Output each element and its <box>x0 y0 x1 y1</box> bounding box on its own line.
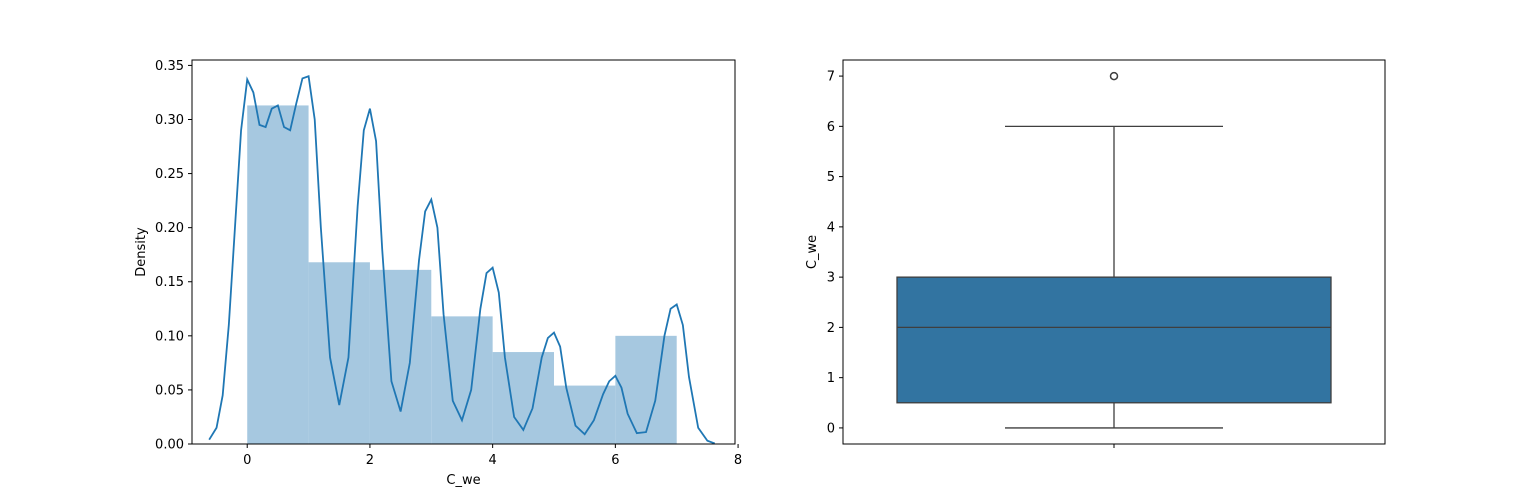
histogram-y-tick-label: 0.25 <box>155 167 184 182</box>
histogram-bar-1 <box>308 262 370 444</box>
histogram-bar-3 <box>431 316 493 444</box>
boxplot-box <box>896 276 1332 404</box>
boxplot-y-tick-label: 1 <box>827 371 835 386</box>
histogram-x-tick-label: 6 <box>611 453 619 468</box>
boxplot-y-tick-label: 7 <box>827 70 835 85</box>
histogram-panel: 0 2 4 6 8 0.00 0.05 0.10 0.15 0.20 0.25 0.30 0.35 C… <box>134 59 742 488</box>
histogram-bar-0 <box>247 105 309 445</box>
histogram-x-tick-label: 0 <box>243 453 251 468</box>
boxplot-y-tick-label: 3 <box>827 271 835 286</box>
boxplot-y-tick-label: 5 <box>827 170 835 185</box>
histogram-y-tick-label: 0.35 <box>155 59 184 74</box>
histogram-y-tick-label: 0.00 <box>155 438 184 453</box>
boxplot-panel: 0 1 2 3 4 5 6 7 C_we <box>805 59 1386 448</box>
histogram-y-tick-label: 0.30 <box>155 113 184 128</box>
boxplot-y-tick-label: 0 <box>827 421 835 436</box>
histogram-bar-2 <box>369 269 432 444</box>
histogram-y-tick-label: 0.20 <box>155 221 184 236</box>
boxplot-outlier-point <box>1109 71 1119 81</box>
histogram-y-tick-label: 0.15 <box>155 275 184 290</box>
boxplot-y-axis-label: C_we <box>805 235 820 269</box>
histogram-axes-frame <box>191 59 736 445</box>
boxplot-y-tick-label: 2 <box>827 321 835 336</box>
boxplot <box>896 71 1332 429</box>
histogram-x-tick-label: 2 <box>366 453 374 468</box>
histogram-bar-6 <box>615 335 677 444</box>
kde-curve <box>208 75 716 445</box>
histogram-x-axis-label: C_we <box>446 473 480 488</box>
boxplot-y-tick-label: 6 <box>827 120 835 135</box>
boxplot-y-tick-label: 4 <box>827 220 835 235</box>
histogram-bars <box>247 105 677 445</box>
histogram-y-ticks: 0.00 0.05 0.10 0.15 0.20 0.25 0.30 0.35 <box>155 59 192 453</box>
boxplot-y-ticks: 0 1 2 3 4 5 6 7 <box>827 70 843 436</box>
histogram-x-ticks: 0 2 4 6 8 <box>243 444 742 468</box>
histogram-y-tick-label: 0.10 <box>155 329 184 344</box>
histogram-x-tick-label: 8 <box>734 453 742 468</box>
histogram-y-tick-label: 0.05 <box>155 383 184 398</box>
histogram-y-axis-label: Density <box>134 227 149 277</box>
histogram-x-tick-label: 4 <box>489 453 497 468</box>
